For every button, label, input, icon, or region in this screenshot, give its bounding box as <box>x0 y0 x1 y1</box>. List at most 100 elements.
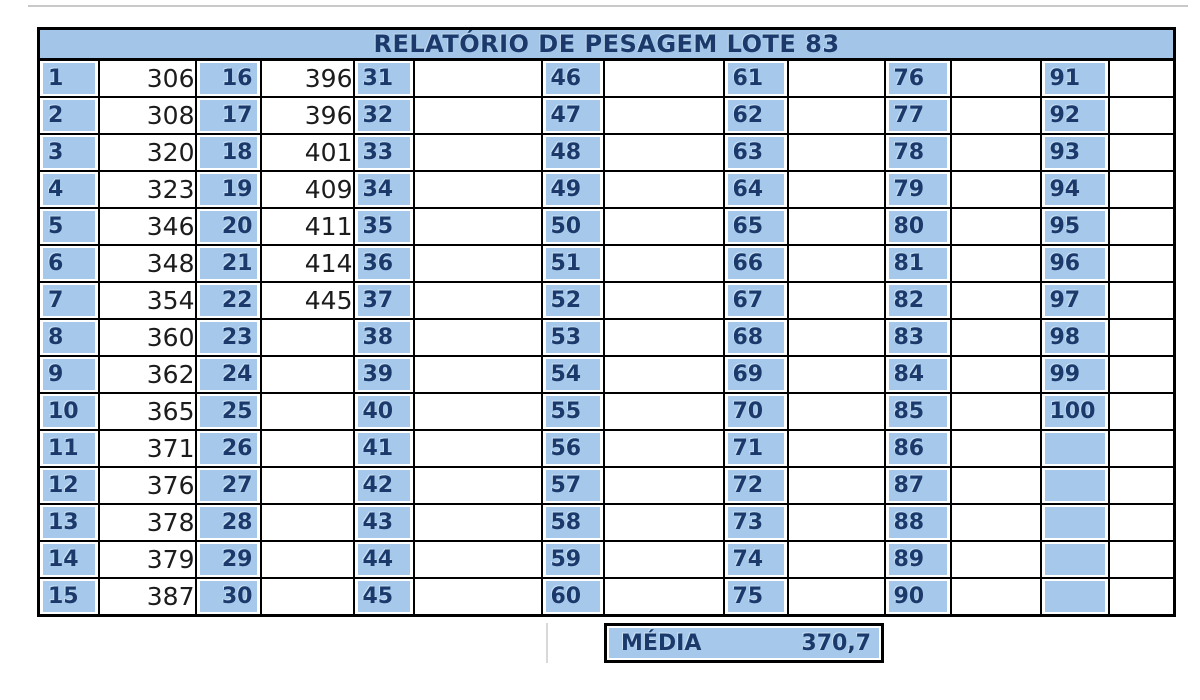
cell-number: 43 <box>352 503 415 542</box>
cell-number: 32 <box>352 96 415 135</box>
cell-number: 4 <box>37 170 100 209</box>
cell-value <box>949 577 1042 617</box>
number-chip: 46 <box>545 63 600 94</box>
cell-value <box>786 540 886 579</box>
cell-value <box>259 429 355 468</box>
cell-value <box>786 429 886 468</box>
number-chip <box>1044 433 1105 464</box>
number-chip: 60 <box>545 581 600 612</box>
number-chip: 16 <box>199 63 257 94</box>
number-chip: 36 <box>357 248 410 279</box>
number-chip: 7 <box>43 285 95 316</box>
cell-number: 62 <box>722 96 789 135</box>
number-chip: 21 <box>199 248 257 279</box>
table-row: 15 387 30 45 60 75 90 <box>37 577 1176 617</box>
cell-number: 22 <box>194 281 262 320</box>
number-chip: 92 <box>1044 100 1105 131</box>
cell-value <box>412 244 543 283</box>
cell-value: 346 <box>97 207 197 246</box>
number-chip: 62 <box>727 100 784 131</box>
cell-number: 35 <box>352 207 415 246</box>
number-chip: 37 <box>357 285 410 316</box>
number-chip: 44 <box>357 544 410 575</box>
number-chip: 97 <box>1044 285 1105 316</box>
cell-number: 29 <box>194 540 262 579</box>
cell-number: 83 <box>883 318 952 357</box>
cell-number: 40 <box>352 392 415 431</box>
cell-number: 60 <box>540 577 605 617</box>
cell-value: 371 <box>97 429 197 468</box>
cell-value <box>949 170 1042 209</box>
weighing-table: RELATÓRIO DE PESAGEM LOTE 83 1 306 16 396 31… <box>37 27 1176 617</box>
number-chip: 47 <box>545 100 600 131</box>
number-chip: 82 <box>888 285 947 316</box>
cell-number: 100 <box>1039 392 1110 431</box>
cell-number: 79 <box>883 170 952 209</box>
number-chip: 91 <box>1044 63 1105 94</box>
cell-value: 396 <box>259 96 355 135</box>
cell-value <box>786 318 886 357</box>
table-row: 12 376 27 42 57 72 87 <box>37 466 1176 505</box>
number-chip: 43 <box>357 507 410 538</box>
number-chip: 3 <box>43 137 95 168</box>
number-chip: 42 <box>357 470 410 501</box>
cell-number: 7 <box>37 281 100 320</box>
cell-value: 360 <box>97 318 197 357</box>
cell-value: 376 <box>97 466 197 505</box>
cell-value <box>1107 96 1176 135</box>
cell-value <box>602 355 725 394</box>
cell-value <box>259 355 355 394</box>
number-chip: 86 <box>888 433 947 464</box>
cell-value <box>786 355 886 394</box>
cell-number: 63 <box>722 133 789 172</box>
cell-value <box>949 540 1042 579</box>
cell-value: 308 <box>97 96 197 135</box>
cell-number: 3 <box>37 133 100 172</box>
cell-number <box>1039 503 1110 542</box>
number-chip: 12 <box>43 470 95 501</box>
number-chip <box>1044 507 1105 538</box>
cell-value <box>602 207 725 246</box>
cell-value: 396 <box>259 58 355 98</box>
cell-number: 41 <box>352 429 415 468</box>
number-chip: 13 <box>43 507 95 538</box>
table-row: 13 378 28 43 58 73 88 <box>37 503 1176 542</box>
number-chip: 96 <box>1044 248 1105 279</box>
cell-number <box>1039 466 1110 505</box>
cell-number: 11 <box>37 429 100 468</box>
number-chip: 59 <box>545 544 600 575</box>
cell-number: 97 <box>1039 281 1110 320</box>
number-chip: 71 <box>727 433 784 464</box>
cell-number: 96 <box>1039 244 1110 283</box>
cell-value: 323 <box>97 170 197 209</box>
cell-number: 13 <box>37 503 100 542</box>
number-chip: 87 <box>888 470 947 501</box>
cell-value: 387 <box>97 577 197 617</box>
number-chip: 78 <box>888 137 947 168</box>
number-chip: 90 <box>888 581 947 612</box>
number-chip: 56 <box>545 433 600 464</box>
cell-number: 26 <box>194 429 262 468</box>
table-row: 6 348 21 414 36 51 66 81 96 <box>37 244 1176 283</box>
media-label: MÉDIA <box>621 630 702 656</box>
cell-value <box>602 429 725 468</box>
cell-number: 54 <box>540 355 605 394</box>
number-chip: 50 <box>545 211 600 242</box>
cell-value <box>259 466 355 505</box>
number-chip: 23 <box>199 322 257 353</box>
cell-number: 77 <box>883 96 952 135</box>
number-chip: 75 <box>727 581 784 612</box>
cell-value <box>1107 207 1176 246</box>
cell-number: 95 <box>1039 207 1110 246</box>
cell-number: 20 <box>194 207 262 246</box>
cell-value <box>1107 281 1176 320</box>
cell-number: 36 <box>352 244 415 283</box>
cell-number: 5 <box>37 207 100 246</box>
cell-number: 89 <box>883 540 952 579</box>
cell-number: 73 <box>722 503 789 542</box>
number-chip: 61 <box>727 63 784 94</box>
cell-number: 81 <box>883 244 952 283</box>
cell-value <box>949 207 1042 246</box>
cell-number: 85 <box>883 392 952 431</box>
cell-number: 9 <box>37 355 100 394</box>
